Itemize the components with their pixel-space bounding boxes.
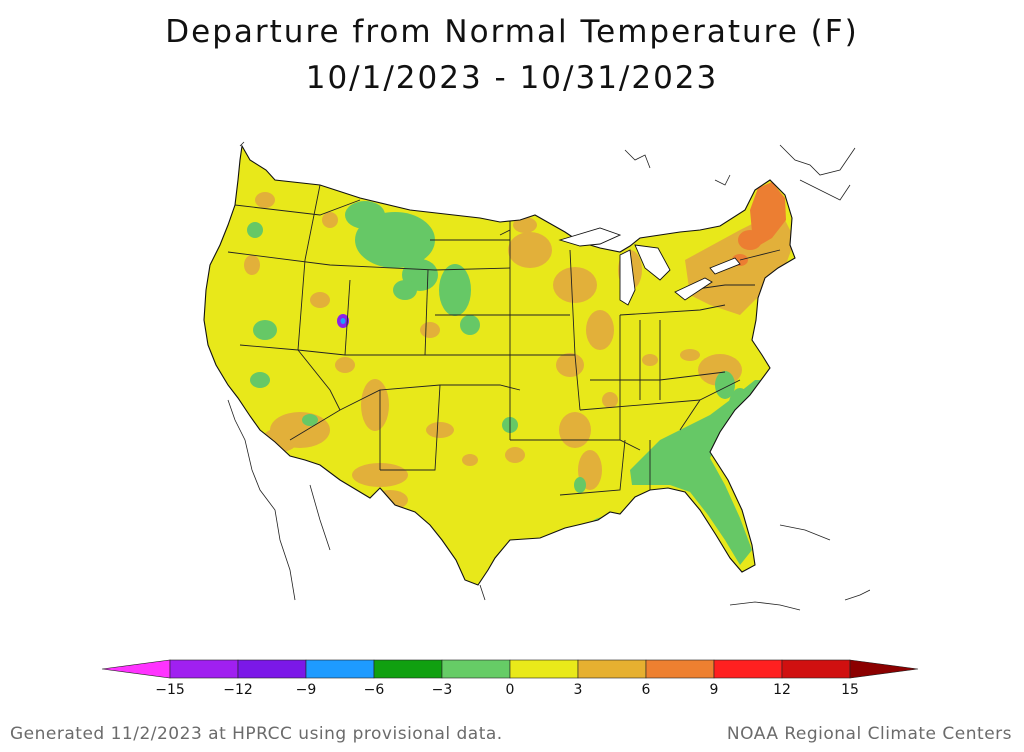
legend-tick-label: −3 [432, 682, 453, 698]
legend-arrow-high [849, 659, 919, 679]
generated-note: Generated 11/2/2023 at HPRCC using provi… [10, 724, 503, 744]
cold-spot-utah [337, 314, 349, 328]
legend-color-box [441, 659, 511, 679]
legend-tick-label: −15 [155, 682, 185, 698]
legend-tick-labels: −15 −12 −9 −6 −3 0 3 6 9 12 15 [155, 682, 859, 698]
legend-tick-label: −9 [296, 682, 317, 698]
map-title: Departure from Normal Temperature (F) [165, 14, 859, 50]
color-legend: −15 −12 −9 −6 −3 0 3 6 9 12 15 [101, 659, 919, 698]
legend-arrow-low [101, 659, 171, 679]
legend-color-box [713, 659, 783, 679]
us-outline [203, 144, 796, 586]
great-lakes [558, 227, 741, 306]
legend-tick-label: 3 [574, 682, 583, 698]
us-temperature-departure-map [203, 141, 870, 611]
legend-color-box [645, 659, 715, 679]
legend-tick-label: 12 [773, 682, 791, 698]
legend-tick-label: 9 [710, 682, 719, 698]
legend-color-box [169, 659, 239, 679]
legend-tick-label: 6 [642, 682, 651, 698]
state-borders [227, 184, 781, 496]
warm-3-6-regions [244, 192, 795, 566]
legend-tick-label: −12 [223, 682, 253, 698]
legend-color-boxes [101, 659, 919, 679]
legend-color-box [237, 659, 307, 679]
legend-color-box [305, 659, 375, 679]
source-credit: NOAA Regional Climate Centers [726, 724, 1012, 744]
legend-color-box [509, 659, 579, 679]
legend-tick-label: −6 [364, 682, 385, 698]
legend-color-box [577, 659, 647, 679]
map-date-range: 10/1/2023 - 10/31/2023 [305, 60, 719, 96]
neighbor-coastlines [227, 141, 870, 611]
legend-color-box [781, 659, 851, 679]
legend-color-box [373, 659, 443, 679]
temperature-shading [204, 146, 795, 585]
legend-tick-label: 0 [506, 682, 515, 698]
legend-tick-label: 15 [841, 682, 859, 698]
